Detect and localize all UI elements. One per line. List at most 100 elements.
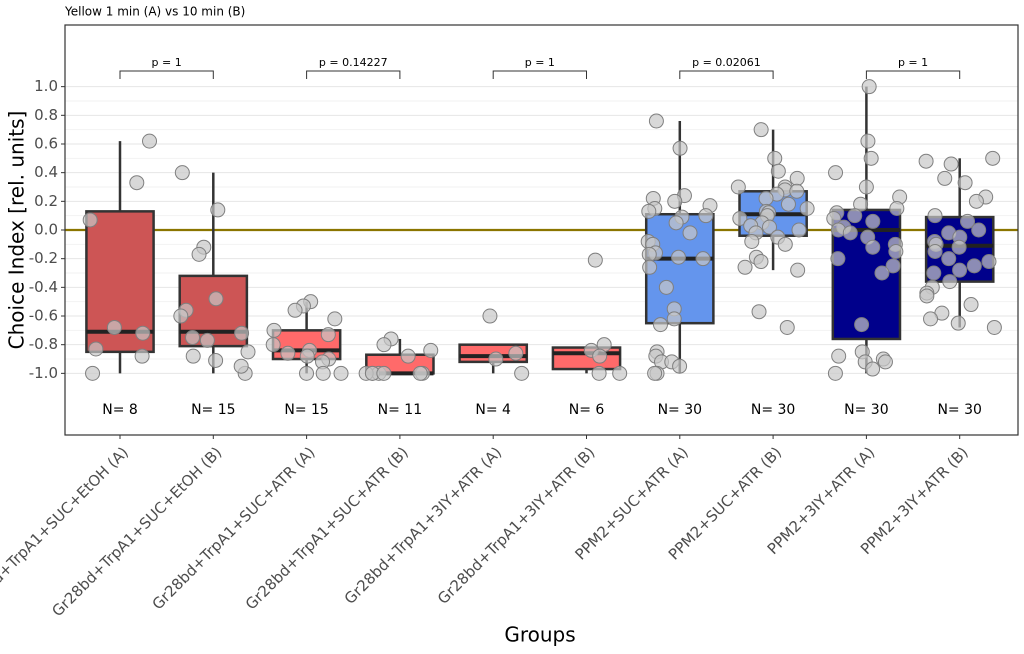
y-tick-label: 1.0 bbox=[34, 77, 58, 95]
data-point bbox=[923, 311, 939, 327]
n-label: N= 15 bbox=[191, 402, 235, 418]
data-point bbox=[874, 265, 890, 281]
chart-title: Yellow 1 min (A) vs 10 min (B) bbox=[64, 5, 245, 19]
data-point bbox=[960, 213, 976, 229]
data-point bbox=[106, 319, 122, 335]
data-point bbox=[376, 365, 392, 381]
data-point bbox=[134, 348, 150, 364]
significance-bracket bbox=[865, 70, 961, 79]
data-point bbox=[730, 179, 746, 195]
data-point bbox=[971, 222, 987, 238]
data-point bbox=[779, 319, 795, 335]
data-point bbox=[327, 311, 343, 327]
y-tick-label: -0.2 bbox=[29, 249, 58, 267]
data-point bbox=[265, 337, 281, 353]
data-point bbox=[320, 327, 336, 343]
plot-border bbox=[64, 24, 1019, 436]
y-tick-label: -0.6 bbox=[29, 307, 58, 325]
y-tick-label: 0.0 bbox=[34, 221, 58, 239]
data-point bbox=[770, 163, 786, 179]
n-label: N= 30 bbox=[658, 402, 702, 418]
n-label: N= 30 bbox=[844, 402, 888, 418]
data-point bbox=[670, 249, 686, 265]
data-point bbox=[831, 348, 847, 364]
data-point bbox=[889, 200, 905, 216]
data-point bbox=[919, 288, 935, 304]
y-axis-label: Choice Index [rel. units] bbox=[5, 111, 29, 350]
data-point bbox=[885, 258, 901, 274]
data-point bbox=[877, 354, 893, 370]
data-point bbox=[888, 244, 904, 260]
data-point bbox=[423, 342, 439, 358]
data-point bbox=[861, 79, 877, 95]
data-point bbox=[488, 351, 504, 367]
data-point bbox=[333, 365, 349, 381]
data-point bbox=[88, 341, 104, 357]
data-point bbox=[780, 196, 796, 212]
data-point bbox=[208, 291, 224, 307]
n-label: N= 6 bbox=[569, 402, 605, 418]
data-point bbox=[854, 317, 870, 333]
data-point bbox=[412, 365, 428, 381]
data-point bbox=[482, 308, 498, 324]
data-point bbox=[508, 345, 524, 361]
data-point bbox=[85, 365, 101, 381]
data-point bbox=[865, 213, 881, 229]
significance-bracket bbox=[492, 70, 587, 79]
data-point bbox=[667, 193, 683, 209]
n-label: N= 8 bbox=[102, 402, 138, 418]
data-point bbox=[299, 348, 315, 364]
data-point bbox=[287, 302, 303, 318]
data-point bbox=[592, 348, 608, 364]
data-point bbox=[648, 113, 664, 129]
data-point bbox=[376, 337, 392, 353]
data-point bbox=[918, 153, 934, 169]
data-point bbox=[761, 219, 777, 235]
data-point bbox=[652, 317, 668, 333]
data-point bbox=[612, 365, 628, 381]
data-point bbox=[129, 175, 145, 191]
y-tick-label: 0.8 bbox=[34, 106, 58, 124]
data-point bbox=[591, 365, 607, 381]
y-tick-label: -1.0 bbox=[29, 364, 58, 382]
data-point bbox=[758, 190, 774, 206]
data-point bbox=[865, 239, 881, 255]
data-point bbox=[963, 297, 979, 313]
data-point bbox=[234, 325, 250, 341]
data-point bbox=[587, 252, 603, 268]
y-tick-label: 0.6 bbox=[34, 134, 58, 152]
data-point bbox=[698, 208, 714, 224]
data-point bbox=[827, 365, 843, 381]
y-tick-label: 0.2 bbox=[34, 192, 58, 210]
data-point bbox=[647, 365, 663, 381]
data-point bbox=[828, 165, 844, 181]
n-label: N= 30 bbox=[937, 402, 981, 418]
data-point bbox=[668, 215, 684, 231]
data-point bbox=[173, 308, 189, 324]
data-point bbox=[751, 304, 767, 320]
n-label: N= 30 bbox=[751, 402, 795, 418]
p-value-label: p = 0.14227 bbox=[319, 56, 388, 69]
data-point bbox=[865, 361, 881, 377]
data-point bbox=[777, 236, 793, 252]
data-point bbox=[315, 365, 331, 381]
data-point bbox=[767, 150, 783, 166]
data-point bbox=[672, 140, 688, 156]
data-point bbox=[981, 254, 997, 270]
data-point bbox=[950, 315, 966, 331]
data-point bbox=[986, 319, 1002, 335]
p-value-label: p = 1 bbox=[525, 56, 555, 69]
data-point bbox=[658, 279, 674, 295]
data-point bbox=[927, 244, 943, 260]
data-point bbox=[790, 262, 806, 278]
data-point bbox=[830, 251, 846, 267]
p-value-label: p = 0.02061 bbox=[692, 56, 761, 69]
data-point bbox=[695, 251, 711, 267]
data-point bbox=[966, 258, 982, 274]
data-point bbox=[799, 200, 815, 216]
data-point bbox=[927, 208, 943, 224]
data-point bbox=[753, 122, 769, 138]
data-point bbox=[937, 170, 953, 186]
data-point bbox=[926, 265, 942, 281]
